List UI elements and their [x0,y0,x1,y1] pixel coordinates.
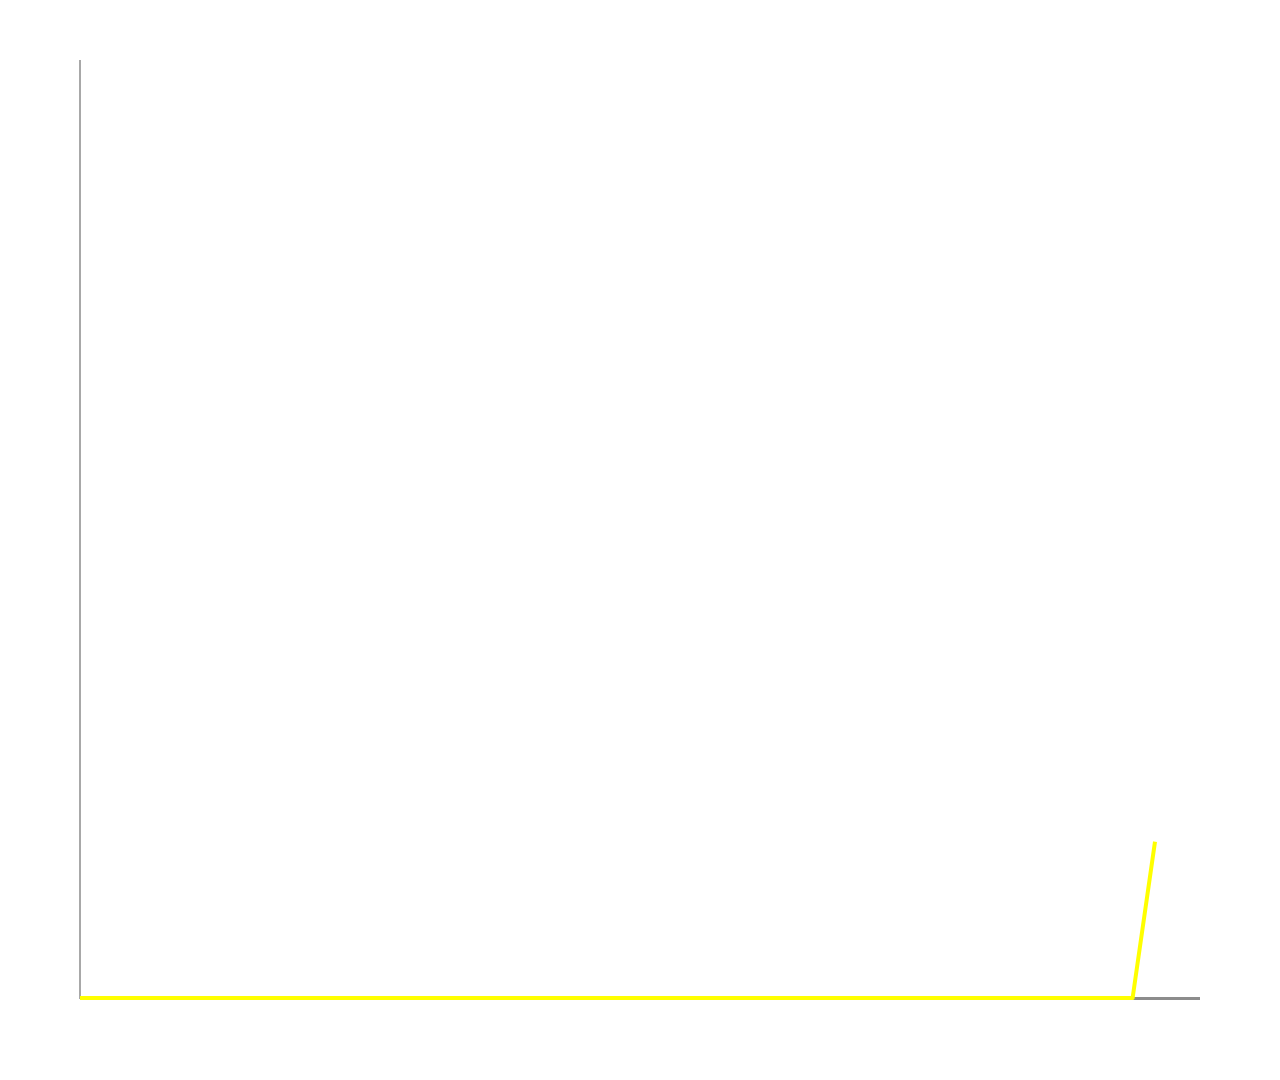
series-line-1 [80,841,1157,1000]
plot-area [79,60,1200,1000]
series-layer [80,841,1157,1000]
